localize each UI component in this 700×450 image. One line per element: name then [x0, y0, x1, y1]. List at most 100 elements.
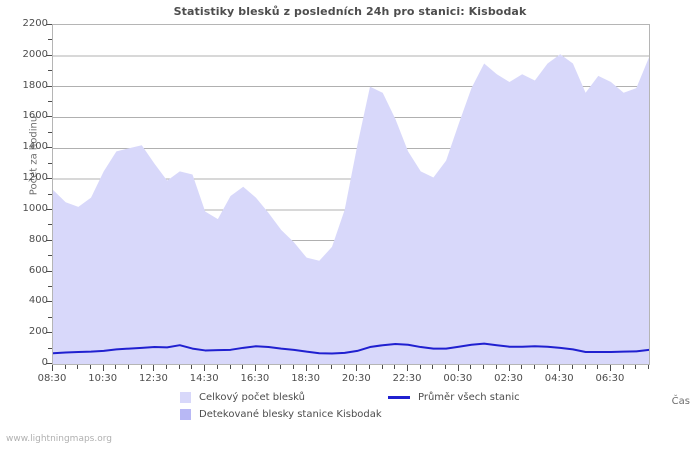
x-tick-mark — [305, 365, 307, 371]
x-axis-ticks: 08:30 10:30 12:30 14:30 16:30 18:30 20:30 22:30… — [38, 365, 652, 391]
x-tick-mark — [635, 365, 637, 369]
x-tick-mark — [419, 365, 421, 369]
x-tick-mark — [153, 365, 155, 371]
x-tick-mark — [115, 365, 117, 369]
y-tick-mark — [48, 316, 52, 318]
x-tick-mark — [204, 365, 206, 371]
x-tick-label: 02:30 — [494, 373, 523, 384]
legend-swatch-station — [180, 409, 191, 420]
legend-item-average[interactable]: Průměr všech stanic — [388, 392, 520, 403]
x-tick-mark — [280, 365, 282, 369]
x-tick-label: 08:30 — [37, 373, 67, 384]
x-tick-mark — [407, 365, 409, 371]
y-tick-mark — [48, 255, 52, 257]
y-tick-label: 1600 — [22, 110, 48, 122]
x-tick-mark — [609, 365, 611, 371]
x-tick-mark — [102, 365, 104, 371]
legend-label-total: Celkový počet blesků — [199, 392, 306, 403]
y-tick-mark — [46, 332, 52, 334]
y-tick-mark — [46, 301, 52, 303]
x-tick-mark — [292, 365, 294, 369]
y-tick-label: 0 — [41, 357, 48, 368]
y-tick-mark — [48, 193, 52, 195]
legend-swatch-total — [180, 392, 191, 403]
x-tick-mark — [622, 365, 624, 369]
x-tick-mark — [64, 365, 66, 369]
x-tick-mark — [90, 365, 92, 369]
y-tick-mark — [46, 54, 52, 56]
x-tick-mark — [521, 365, 523, 369]
x-tick-mark — [356, 365, 358, 371]
y-tick-mark — [46, 363, 52, 364]
y-tick-mark — [48, 224, 52, 226]
area-total-lightning — [53, 54, 649, 364]
x-tick-mark — [191, 365, 193, 369]
chart-legend: Celkový počet blesků Detekované blesky s… — [180, 392, 660, 428]
x-tick-mark — [77, 365, 79, 369]
plot-area — [52, 24, 650, 365]
x-tick-mark — [470, 365, 472, 369]
x-tick-label: 22:30 — [392, 373, 422, 384]
x-tick-label: 20:30 — [341, 373, 371, 384]
x-tick-mark — [508, 365, 510, 371]
x-tick-mark — [394, 365, 396, 369]
y-tick-mark — [48, 70, 52, 72]
x-tick-mark — [229, 365, 231, 369]
x-tick-mark — [648, 365, 649, 369]
x-tick-label: 00:30 — [443, 373, 473, 384]
x-tick-label: 18:30 — [291, 373, 321, 384]
y-tick-mark — [48, 162, 52, 164]
y-tick-label: 1000 — [22, 202, 48, 214]
y-tick-mark — [46, 178, 52, 180]
legend-label-average: Průměr všech stanic — [418, 392, 520, 403]
y-tick-mark — [48, 347, 52, 349]
y-tick-mark — [46, 208, 52, 210]
x-tick-mark — [343, 365, 345, 369]
x-tick-mark — [216, 365, 218, 369]
y-tick-label: 600 — [28, 264, 48, 276]
y-tick-label: 200 — [28, 326, 48, 338]
legend-swatch-average — [388, 396, 410, 399]
y-tick-mark — [46, 85, 52, 87]
x-tick-mark — [52, 365, 53, 371]
x-tick-mark — [254, 365, 256, 371]
x-tick-mark — [166, 365, 168, 369]
x-tick-mark — [330, 365, 332, 369]
y-tick-label: 800 — [28, 233, 48, 245]
x-tick-mark — [597, 365, 599, 369]
x-tick-mark — [381, 365, 383, 369]
chart-title: Statistiky blesků z posledních 24h pro s… — [173, 5, 527, 18]
x-tick-label: 04:30 — [544, 373, 574, 384]
x-tick-mark — [140, 365, 142, 369]
y-tick-mark — [46, 24, 52, 25]
legend-label-station: Detekované blesky stanice Kisbodak — [199, 409, 382, 420]
x-tick-mark — [584, 365, 586, 369]
y-tick-mark — [48, 39, 52, 41]
y-axis-ticks: 0 200 400 600 800 1000 1200 1400 1600 1800 2000 220… — [0, 0, 52, 400]
x-tick-label: 16:30 — [240, 373, 270, 384]
x-tick-mark — [495, 365, 497, 369]
x-tick-label: 14:30 — [189, 373, 219, 384]
y-tick-mark — [48, 101, 52, 103]
y-tick-label: 1800 — [22, 79, 48, 91]
x-axis-label: Čas — [671, 396, 690, 407]
y-tick-label: 2000 — [22, 48, 48, 60]
legend-item-station[interactable]: Detekované blesky stanice Kisbodak — [180, 409, 382, 420]
x-tick-label: 10:30 — [88, 373, 118, 384]
x-tick-mark — [242, 365, 244, 369]
y-tick-label: 400 — [28, 295, 48, 307]
x-tick-mark — [178, 365, 180, 369]
x-tick-mark — [559, 365, 561, 371]
legend-item-total[interactable]: Celkový počet blesků — [180, 392, 305, 403]
y-tick-mark — [46, 270, 52, 272]
x-tick-mark — [369, 365, 371, 369]
x-tick-mark — [571, 365, 573, 369]
x-tick-label: 06:30 — [595, 373, 625, 384]
y-tick-mark — [46, 147, 52, 149]
y-tick-label: 1200 — [22, 172, 48, 184]
plot-svg — [53, 54, 649, 364]
watermark: www.lightningmaps.org — [6, 434, 112, 444]
x-tick-mark — [546, 365, 548, 369]
x-tick-mark — [483, 365, 485, 369]
